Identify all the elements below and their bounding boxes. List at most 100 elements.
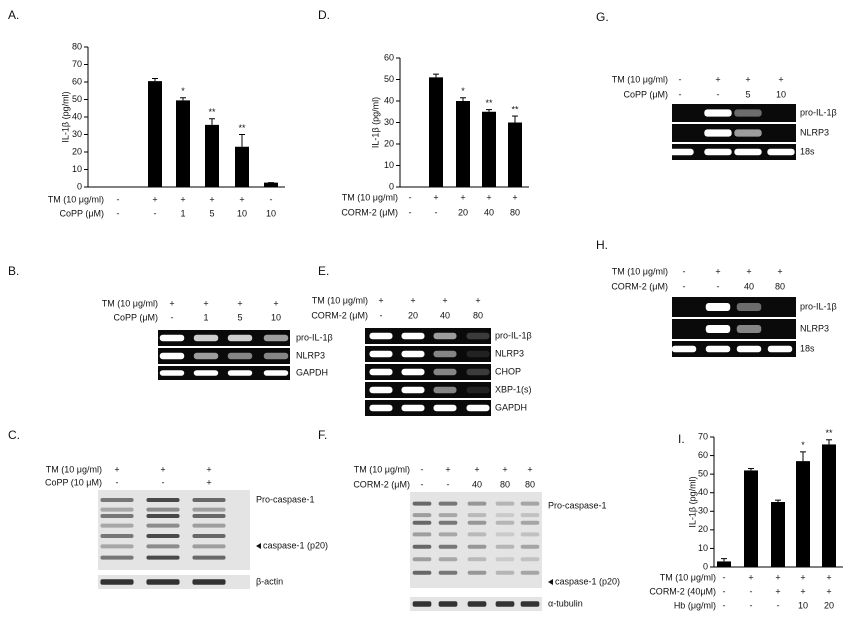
significance: *	[461, 86, 465, 96]
gel-band	[767, 109, 794, 116]
condition-value: +	[777, 266, 782, 276]
condition-value: -	[421, 479, 424, 489]
panel-label: G.	[596, 10, 609, 24]
gel-band	[666, 109, 693, 116]
blot-band	[192, 534, 226, 538]
blot-band	[192, 507, 226, 512]
gel-band	[704, 129, 732, 137]
gel-strip	[365, 346, 491, 362]
condition-value: +	[527, 464, 532, 474]
condition-value: +	[114, 464, 119, 474]
gel-band	[705, 325, 731, 333]
gel-band	[734, 129, 762, 137]
condition-value: -	[116, 477, 119, 487]
blot-band	[495, 570, 515, 575]
condition-value: +	[800, 586, 805, 596]
condition-value: -	[171, 312, 174, 322]
gel-band	[433, 368, 457, 376]
band-label: caspase-1 (p20)	[555, 576, 620, 586]
y-tick-label: 10	[698, 543, 708, 553]
blot-band	[192, 544, 226, 549]
condition-label: CORM-2 (μM)	[341, 207, 398, 217]
condition-value: -	[270, 194, 273, 204]
condition-value: +	[160, 464, 165, 474]
y-tick-label: 40	[384, 95, 394, 105]
gel-band	[666, 148, 694, 156]
condition-label: CoPP (μM)	[113, 312, 158, 322]
gel-band	[263, 370, 289, 376]
bar	[822, 444, 836, 567]
y-axis-label: IL-1β (pg/ml)	[687, 476, 697, 527]
y-tick-label: 60	[698, 450, 708, 460]
condition-value: -	[683, 281, 686, 291]
significance: *	[801, 440, 805, 450]
condition-value: +	[775, 586, 780, 596]
condition-value: 5	[745, 89, 750, 99]
panel-label: A.	[8, 8, 19, 22]
gel-band	[466, 386, 490, 394]
blot-band	[438, 501, 458, 506]
blot-band	[520, 570, 540, 575]
y-tick-label: 0	[703, 561, 708, 571]
y-tick-label: 50	[698, 469, 708, 479]
gel-band	[671, 345, 697, 353]
condition-value: -	[409, 207, 412, 217]
blot-band	[495, 557, 515, 562]
blot-band	[438, 532, 458, 537]
gel-band	[227, 352, 253, 360]
condition-value: 5	[237, 312, 242, 322]
blot-band	[146, 498, 180, 502]
blot-band	[438, 557, 458, 562]
gel-strip	[672, 319, 796, 339]
condition-value: 80	[500, 479, 510, 489]
gel-band	[263, 352, 289, 360]
y-tick-label: 0	[389, 181, 394, 191]
condition-value: +	[410, 295, 415, 305]
gel-band	[466, 350, 490, 358]
gel-strip	[672, 341, 796, 357]
blot-band	[192, 514, 226, 518]
condition-value: 20	[458, 207, 468, 217]
blot-band	[100, 534, 134, 538]
y-tick-label: 30	[698, 506, 708, 516]
gel-strip	[365, 364, 491, 380]
blot-band	[192, 579, 226, 585]
gel-band	[193, 352, 219, 360]
y-tick-label: 10	[72, 164, 82, 174]
bar	[456, 101, 470, 187]
condition-value: +	[433, 192, 438, 202]
condition-value: -	[447, 479, 450, 489]
gel-band	[369, 368, 393, 376]
blot-band	[412, 520, 432, 525]
bar	[796, 461, 810, 567]
condition-value: +	[745, 74, 750, 84]
gel-band	[736, 345, 762, 353]
y-tick-label: 20	[72, 146, 82, 156]
condition-value: +	[715, 74, 720, 84]
condition-value: +	[180, 194, 185, 204]
condition-label: CORM-2 (μM)	[611, 281, 668, 291]
y-tick-label: 50	[72, 94, 82, 104]
condition-value: +	[460, 192, 465, 202]
blot-band	[146, 514, 180, 518]
condition-value: +	[239, 194, 244, 204]
condition-value: -	[717, 281, 720, 291]
condition-value: 10	[237, 208, 247, 218]
gel-band	[401, 368, 425, 376]
condition-value: +	[748, 572, 753, 582]
blot-band	[100, 507, 134, 512]
band-label: caspase-1 (p20)	[263, 540, 328, 550]
condition-value: 80	[775, 281, 785, 291]
blot-band	[438, 513, 458, 518]
panel-label: D.	[318, 8, 330, 22]
panel-label: I.	[678, 432, 685, 446]
gel-band	[369, 350, 393, 358]
band-label: pro-IL-1β	[800, 301, 837, 311]
gel-band	[401, 332, 425, 340]
blot-band	[100, 514, 134, 518]
condition-value: 40	[440, 310, 450, 320]
condition-value: +	[209, 194, 214, 204]
condition-value: -	[117, 194, 120, 204]
blot-band	[520, 520, 540, 525]
bar	[744, 470, 758, 567]
